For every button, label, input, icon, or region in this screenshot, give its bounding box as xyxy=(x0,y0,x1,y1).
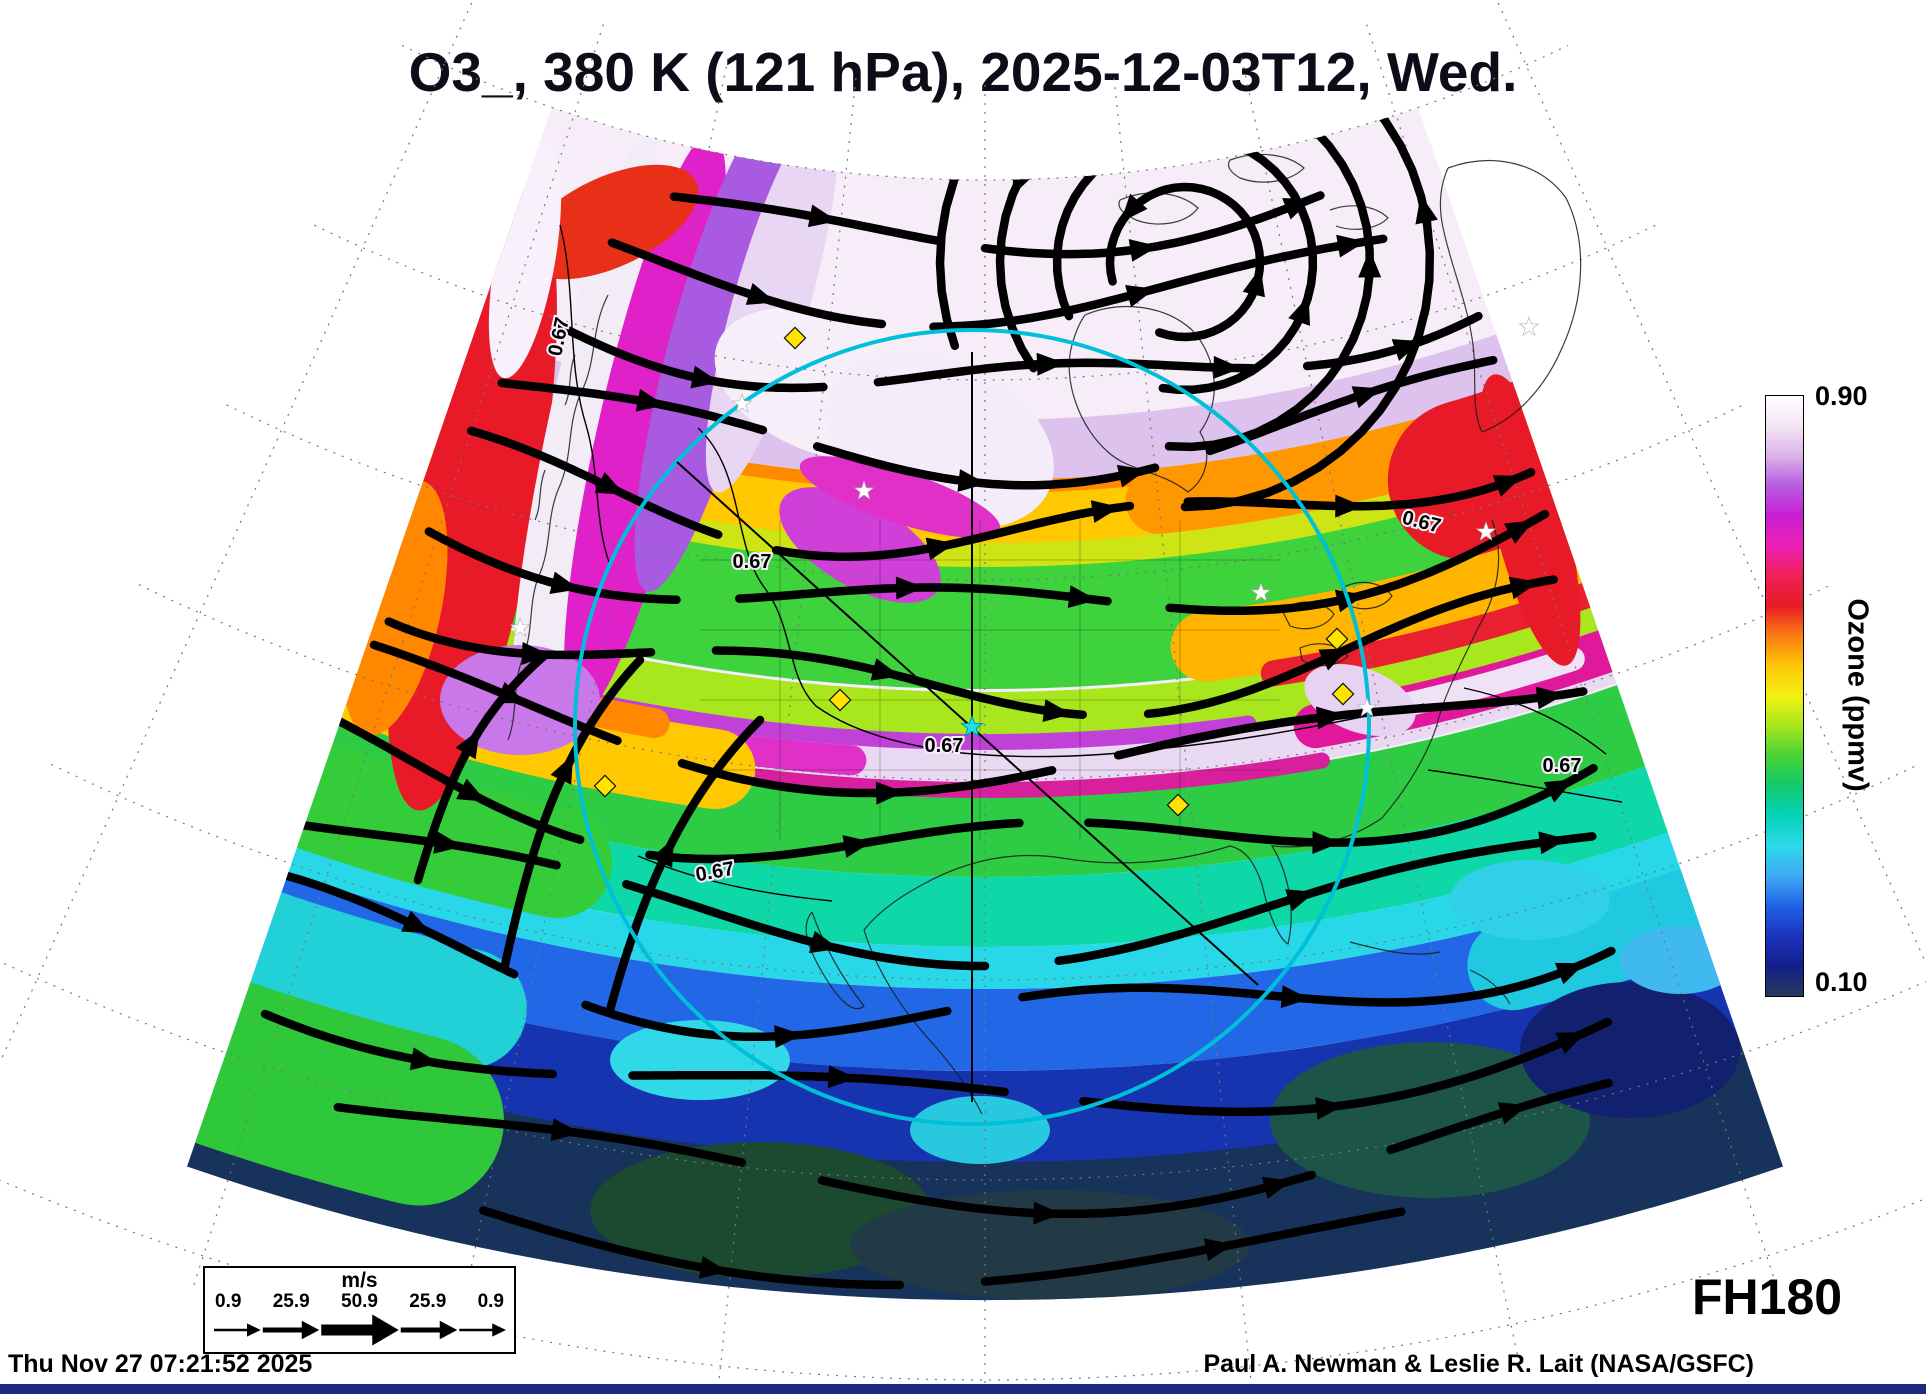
wind-unit-label: m/s xyxy=(341,1269,378,1292)
star-marker-icon xyxy=(509,617,531,637)
star-marker-icon xyxy=(1475,521,1497,541)
credit-text: Paul A. Newman & Leslie R. Lait (NASA/GS… xyxy=(1203,1350,1754,1378)
star-marker-icon xyxy=(1518,316,1540,336)
colorbar-axis-label: Ozone (ppmv) xyxy=(1841,598,1874,792)
wind-speed-legend: m/s 0.9 25.9 50.9 25.9 0.9 xyxy=(203,1266,516,1354)
map-overlays: 0.67 0.67 0.67 0.67 0.67 0.67 xyxy=(509,313,1583,1126)
station-markers xyxy=(509,316,1540,817)
contour-label: 0.67 xyxy=(925,735,964,757)
wind-speed-value: 25.9 xyxy=(409,1291,447,1312)
diamond-marker-icon xyxy=(593,774,617,798)
diamond-marker-icon xyxy=(783,326,807,350)
generated-timestamp: Thu Nov 27 07:21:52 2025 xyxy=(8,1350,313,1378)
star-marker-icon xyxy=(1250,582,1272,602)
colorbar-min-label: 0.10 xyxy=(1815,967,1868,997)
forecast-hour-label: FH180 xyxy=(1692,1269,1843,1325)
wind-streamlines xyxy=(260,107,1616,1290)
wind-speed-values: 0.9 25.9 50.9 25.9 0.9 xyxy=(205,1292,514,1312)
colorbar: 0.90 0.10 Ozone (ppmv) xyxy=(1765,381,1925,997)
bottom-strip xyxy=(0,1384,1926,1394)
contour-label: 0.67 xyxy=(733,551,772,573)
center-star-icon xyxy=(960,714,984,738)
diamond-marker-icon xyxy=(1325,627,1349,651)
star-marker-icon xyxy=(1356,697,1378,717)
wind-speed-value: 25.9 xyxy=(272,1291,310,1312)
diamond-marker-icon xyxy=(828,688,852,712)
wind-speed-value: 0.9 xyxy=(215,1291,242,1312)
colorbar-max-label: 0.90 xyxy=(1815,381,1868,411)
wind-speed-value: 50.9 xyxy=(341,1291,378,1312)
star-marker-icon xyxy=(853,480,875,500)
figure-title: O3_, 380 K (121 hPa), 2025-12-03T12, Wed… xyxy=(408,41,1518,103)
wind-arrow-scale-icon xyxy=(213,1314,506,1346)
colorbar-gradient xyxy=(1765,395,1804,997)
diamond-marker-icon xyxy=(1166,793,1190,817)
star-marker-icon xyxy=(731,393,753,413)
range-circle xyxy=(573,328,1371,1126)
wind-speed-value: 0.9 xyxy=(477,1291,504,1312)
diamond-marker-icon xyxy=(1331,682,1355,706)
contour-label: 0.67 xyxy=(1543,755,1582,777)
